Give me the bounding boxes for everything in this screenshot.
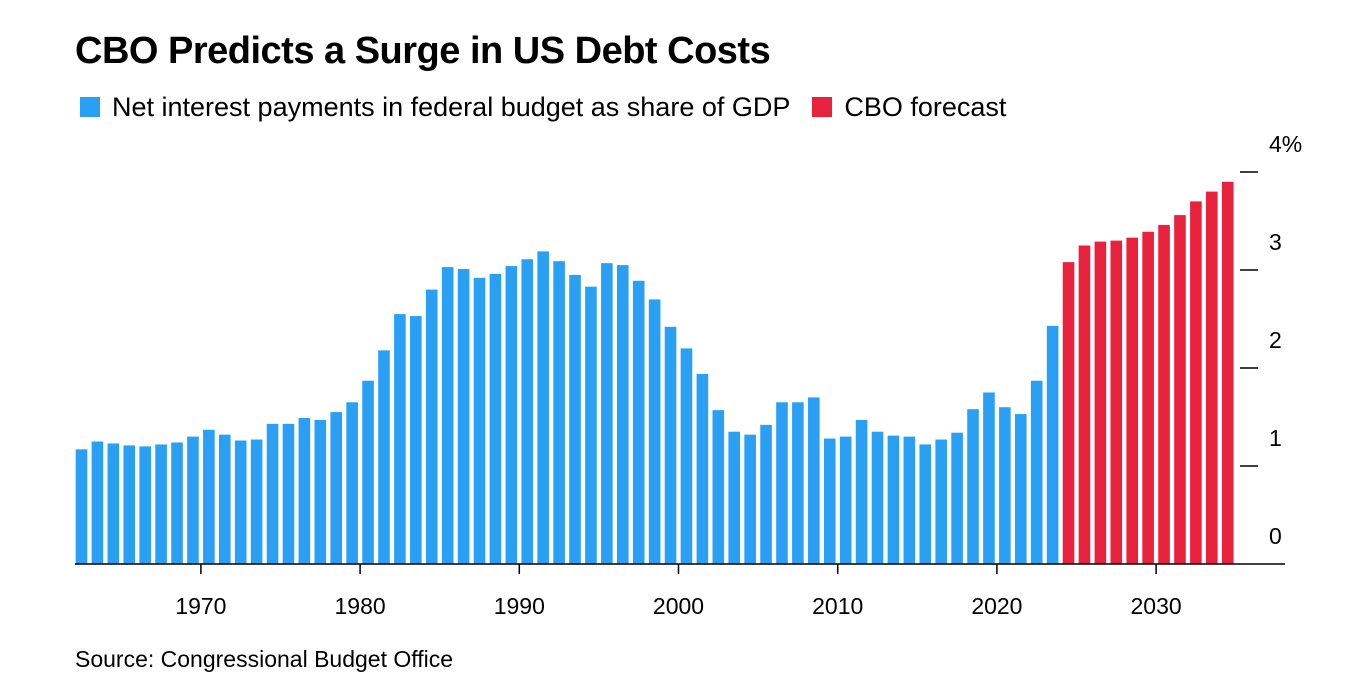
- historical-bar-1980: [362, 380, 374, 564]
- forecast-bar-2024: [1062, 262, 1075, 564]
- historical-bar-1973: [250, 439, 263, 564]
- y-tick-label-1: 1: [1269, 425, 1282, 451]
- historical-bar-1986: [457, 269, 470, 564]
- y-tick-label-4: 4%: [1269, 131, 1302, 157]
- historical-bar-2021: [1014, 414, 1027, 564]
- historical-bar-2022: [1030, 380, 1043, 564]
- chart-title: CBO Predicts a Surge in US Debt Costs: [75, 30, 771, 72]
- historical-bar-1974: [266, 423, 279, 564]
- historical-bar-1972: [234, 440, 247, 564]
- historical-bar-1982: [394, 314, 406, 564]
- forecast-bar-2034: [1221, 181, 1234, 565]
- historical-bar-2015: [919, 444, 932, 564]
- x-tick-label-1970: 1970: [175, 593, 226, 619]
- legend-swatch-historical: [80, 97, 100, 117]
- historical-bar-2009: [823, 438, 836, 564]
- historical-bar-2011: [855, 419, 868, 564]
- historical-bar-1989: [505, 266, 518, 564]
- forecast-bar-2026: [1094, 241, 1107, 564]
- legend-item-historical: Net interest payments in federal budget …: [80, 92, 790, 123]
- historical-bar-2016: [935, 439, 947, 564]
- historical-bar-1965: [123, 445, 136, 564]
- historical-bar-2023: [1046, 325, 1059, 564]
- forecast-bar-2027: [1110, 240, 1123, 564]
- historical-bar-1992: [553, 261, 565, 564]
- forecast-bar-2031: [1174, 215, 1186, 564]
- historical-bar-2012: [871, 431, 884, 564]
- historical-bar-1984: [425, 289, 438, 564]
- historical-bar-1964: [107, 443, 120, 564]
- historical-bar-1969: [187, 436, 199, 564]
- historical-bar-2017: [951, 432, 963, 564]
- historical-bar-1968: [171, 442, 183, 564]
- y-tick-label-2: 2: [1269, 327, 1282, 353]
- historical-bar-2002: [712, 410, 725, 564]
- source-note: Source: Congressional Budget Office: [75, 646, 454, 672]
- historical-bar-2003: [728, 431, 741, 564]
- historical-bar-1967: [155, 444, 167, 564]
- historical-bar-2019: [983, 392, 995, 564]
- historical-bar-1971: [218, 434, 231, 564]
- historical-bar-1970: [203, 429, 215, 564]
- x-tick-label-1990: 1990: [494, 593, 545, 619]
- historical-bar-1977: [314, 419, 327, 564]
- historical-bar-2007: [792, 402, 804, 564]
- forecast-bar-2030: [1158, 224, 1170, 565]
- historical-bar-2010: [839, 436, 852, 564]
- historical-bar-1996: [616, 265, 629, 564]
- historical-bar-1993: [569, 274, 581, 564]
- x-tick-label-2020: 2020: [971, 593, 1022, 619]
- historical-bar-2005: [760, 424, 772, 564]
- historical-bar-1981: [378, 350, 390, 564]
- historical-bar-1987: [473, 277, 486, 564]
- historical-bar-1976: [298, 417, 311, 564]
- historical-bar-2001: [696, 373, 709, 564]
- historical-bar-2004: [744, 434, 756, 564]
- historical-bar-2014: [903, 436, 916, 564]
- historical-bar-1994: [585, 286, 597, 564]
- x-tick-label-2030: 2030: [1131, 593, 1182, 619]
- historical-bar-2006: [776, 402, 788, 564]
- y-tick-label-0: 0: [1269, 523, 1282, 549]
- x-tick-label-2010: 2010: [812, 593, 863, 619]
- historical-bar-1990: [521, 259, 534, 564]
- historical-bar-1988: [489, 273, 502, 564]
- historical-bar-1998: [648, 299, 661, 564]
- historical-bar-2018: [967, 409, 979, 564]
- historical-bar-1995: [601, 263, 613, 564]
- y-tick-label-3: 3: [1269, 229, 1282, 255]
- historical-bar-1983: [410, 316, 422, 564]
- historical-bar-1963: [91, 441, 104, 564]
- historical-bar-1997: [632, 280, 645, 564]
- historical-bar-1975: [282, 423, 295, 564]
- historical-bar-2008: [808, 397, 820, 564]
- forecast-bar-2029: [1142, 231, 1154, 564]
- legend-item-forecast: CBO forecast: [812, 92, 1006, 123]
- forecast-bar-2032: [1190, 201, 1202, 564]
- historical-bar-2000: [680, 348, 693, 564]
- forecast-bar-2033: [1206, 191, 1218, 564]
- forecast-bar-2028: [1126, 237, 1139, 564]
- historical-bar-2013: [887, 435, 900, 564]
- historical-bar-1966: [139, 446, 151, 564]
- legend-swatch-forecast: [812, 97, 833, 117]
- historical-bar-1991: [537, 251, 549, 564]
- historical-bar-1978: [330, 412, 343, 564]
- historical-bar-1979: [346, 402, 358, 564]
- historical-bar-1962: [75, 449, 88, 564]
- historical-bar-1985: [441, 267, 454, 564]
- x-tick-label-2000: 2000: [653, 593, 704, 619]
- legend-label-historical: Net interest payments in federal budget …: [112, 91, 791, 122]
- historical-bar-1999: [664, 326, 677, 564]
- forecast-bar-2025: [1078, 245, 1091, 564]
- legend-label-forecast: CBO forecast: [844, 91, 1007, 122]
- legend: Net interest payments in federal budget …: [80, 90, 1028, 124]
- x-tick-label-1980: 1980: [335, 593, 386, 619]
- historical-bar-2020: [999, 407, 1011, 564]
